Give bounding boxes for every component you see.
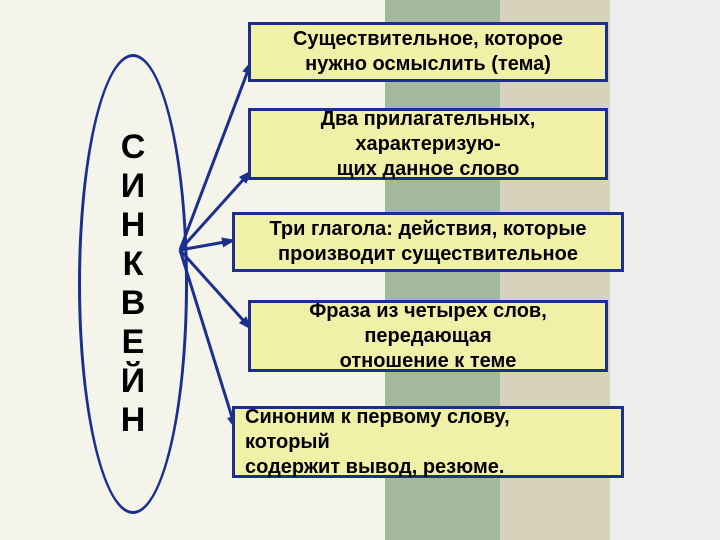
oval-letter-4: В — [121, 284, 146, 323]
definition-box-0-line-1: нужно осмыслить (тема) — [305, 52, 551, 77]
definition-box-3: Фраза из четырех слов,передающаяотношени… — [248, 300, 608, 372]
diagram-canvas: СИНКВЕЙНСуществительное, котороенужно ос… — [0, 0, 720, 540]
oval-letter-5: Е — [122, 323, 145, 362]
oval-letter-2: Н — [121, 206, 146, 245]
oval-letter-6: Й — [121, 362, 145, 401]
definition-box-1-line-0: Два прилагательных, — [321, 107, 536, 132]
definition-box-3-line-1: передающая — [364, 324, 491, 349]
definition-box-3-line-0: Фраза из четырех слов, — [309, 299, 547, 324]
definition-box-4-line-0: Синоним к первому слову, — [245, 405, 510, 430]
definition-box-2-line-0: Три глагола: действия, которые — [269, 217, 586, 242]
oval-letter-0: С — [121, 128, 146, 167]
title-oval: СИНКВЕЙН — [78, 54, 188, 514]
definition-box-0: Существительное, котороенужно осмыслить … — [248, 22, 608, 82]
definition-box-1-line-1: характеризую- — [355, 132, 500, 157]
definition-box-4: Синоним к первому слову,которыйсодержит … — [232, 406, 624, 478]
oval-letter-3: К — [123, 245, 144, 284]
definition-box-0-line-0: Существительное, которое — [293, 27, 563, 52]
definition-box-2: Три глагола: действия, которыепроизводит… — [232, 212, 624, 272]
definition-box-1-line-2: щих данное слово — [337, 157, 520, 182]
oval-letter-1: И — [121, 167, 145, 206]
bg-stripe-3 — [610, 0, 720, 540]
definition-box-1: Два прилагательных,характеризую-щих данн… — [248, 108, 608, 180]
definition-box-3-line-2: отношение к теме — [340, 349, 517, 374]
oval-letter-7: Н — [121, 401, 146, 440]
definition-box-4-line-1: который — [245, 430, 330, 455]
definition-box-2-line-1: производит существительное — [278, 242, 578, 267]
definition-box-4-line-2: содержит вывод, резюме. — [245, 455, 504, 480]
